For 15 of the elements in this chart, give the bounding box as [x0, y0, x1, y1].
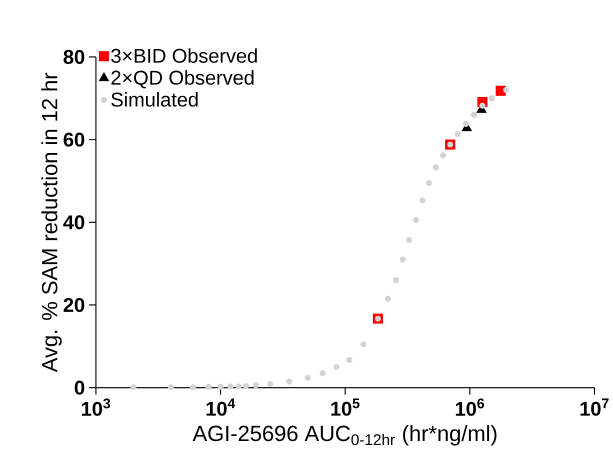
y-tick-label: 40	[63, 215, 84, 230]
x-tick-label: 10$^{5}$	[331, 398, 360, 416]
x-tick-label: 10$^{6}$	[456, 398, 484, 416]
y-axis-title: Avg. % SAM reduction in 12 hr	[41, 73, 62, 372]
y-tick-label: 60	[64, 132, 84, 147]
legend-label: Simulated	[111, 92, 198, 107]
x-axis-title: AGI-25696 AUC$_{0-12hr}$ (hr*ng/ml)	[192, 425, 496, 446]
legend-label: 2×QD Observed	[111, 70, 254, 89]
y-tick-label: 20	[64, 298, 84, 312]
y-tick-label: 0	[74, 380, 84, 395]
y-tick-label: 80	[64, 50, 84, 64]
x-tick-label: 10$^{3}$	[82, 398, 110, 416]
x-tick-label: 10$^{4}$	[206, 398, 236, 416]
legend-label: 3×BID Observed	[111, 48, 257, 64]
x-tick-label: 10$^{7}$	[580, 398, 609, 416]
